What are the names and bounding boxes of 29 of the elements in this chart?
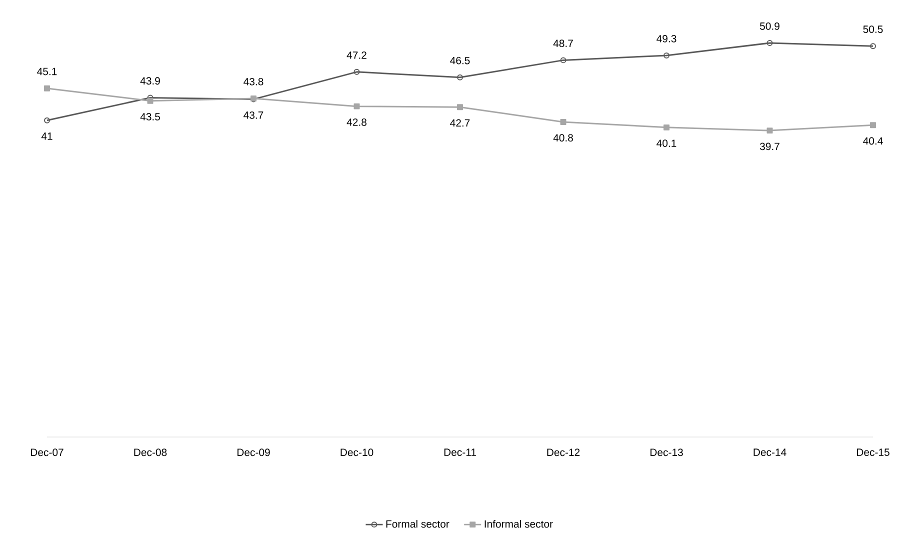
data-label: 41 [41, 132, 52, 140]
legend-label: Informal sector [484, 520, 553, 528]
data-label: 48.7 [553, 40, 573, 48]
data-label: 40.8 [553, 134, 573, 142]
data-label: 43.9 [140, 77, 160, 85]
legend-label: Formal sector [386, 520, 450, 528]
data-label: 40.4 [863, 137, 883, 145]
data-label: 50.9 [760, 22, 780, 30]
x-tick-label: Dec-10 [340, 448, 374, 456]
x-tick-label: Dec-13 [650, 448, 683, 456]
data-label: 49.3 [656, 34, 676, 42]
data-label: 45.1 [37, 68, 57, 76]
data-label: 43.8 [244, 78, 264, 86]
data-label: 43.7 [244, 111, 264, 119]
x-tick-label: Dec-12 [547, 448, 580, 456]
data-label: 39.7 [760, 142, 780, 150]
data-label: 46.5 [450, 56, 470, 64]
x-tick-label: Dec-11 [444, 448, 476, 456]
x-tick-label: Dec-09 [238, 448, 270, 456]
data-label: 40.1 [656, 140, 676, 147]
x-tick-label: Dec-07 [31, 448, 64, 456]
x-tick-label: Dec-14 [754, 448, 786, 456]
data-label: 42.8 [346, 118, 366, 126]
x-tick-label: Dec-08 [134, 448, 167, 456]
data-label: 47.2 [346, 51, 366, 59]
data-label: 42.7 [450, 119, 470, 127]
x-tick-label: Dec-15 [857, 448, 890, 456]
data-label: 50.5 [863, 26, 883, 33]
data-label: 43.5 [140, 113, 160, 120]
